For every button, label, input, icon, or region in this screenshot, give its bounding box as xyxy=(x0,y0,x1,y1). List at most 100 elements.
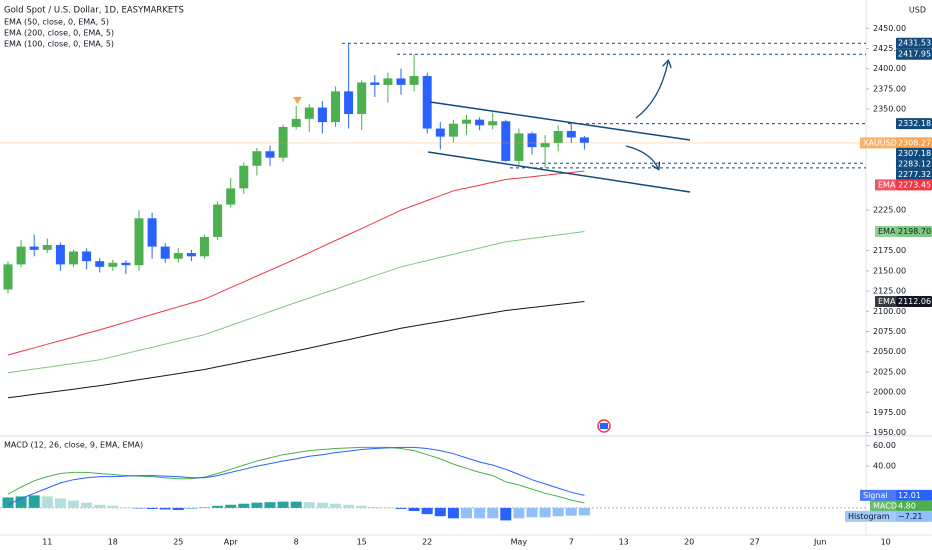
histogram-bar xyxy=(303,502,315,508)
candle-body xyxy=(331,91,340,123)
y-tick-label: 2100.00 xyxy=(873,307,906,316)
histogram-bar xyxy=(199,507,210,508)
y-tick-label: 60.00 xyxy=(873,441,896,450)
histogram-bar xyxy=(474,507,486,519)
channel-lower xyxy=(427,151,691,193)
candle-body xyxy=(69,251,78,265)
y-tick-label: 2000.00 xyxy=(873,388,906,397)
x-tick-label: 8 xyxy=(294,538,299,547)
y-tick-label: 2075.00 xyxy=(873,327,906,336)
x-tick-label: 25 xyxy=(173,538,183,547)
histogram-bar xyxy=(421,507,433,515)
histogram-bar xyxy=(94,504,106,508)
histogram-bar xyxy=(526,507,538,518)
price-tag-name-box xyxy=(875,179,896,191)
price-tag-name: XAUUSD xyxy=(863,138,897,147)
price-tag xyxy=(896,137,932,149)
histogram-bar xyxy=(2,497,14,508)
price-tag xyxy=(896,510,932,522)
candle-body xyxy=(213,204,223,237)
candle-body xyxy=(396,78,406,85)
x-tick-label: May xyxy=(511,538,528,547)
price-tag-value: 2307.18 xyxy=(898,149,931,158)
histogram-bar xyxy=(395,507,407,509)
price-tag-name-box xyxy=(845,510,896,522)
arrow-down xyxy=(625,145,658,168)
x-tick-label: 20 xyxy=(684,538,694,547)
price-tag-name: EMA xyxy=(878,297,896,306)
macd-pane xyxy=(0,446,866,521)
signal-marker xyxy=(293,97,302,104)
candle-body xyxy=(475,119,485,126)
histogram-bar xyxy=(369,506,381,508)
histogram-bar xyxy=(487,507,499,519)
candle-body xyxy=(566,130,576,138)
candle-body xyxy=(55,244,65,265)
price-tag-value: 12.01 xyxy=(898,491,921,500)
histogram-bar xyxy=(330,503,341,508)
price-tag-value: 2198.70 xyxy=(898,227,931,236)
price-tag-name-box xyxy=(875,296,896,308)
price-tag-name: Signal xyxy=(863,491,888,500)
y-tick-label: 2125.00 xyxy=(873,287,906,296)
histogram-bar xyxy=(159,507,171,510)
price-tag-name: Histogram xyxy=(848,512,890,521)
candle-body xyxy=(252,151,262,166)
histogram-bar xyxy=(54,498,66,508)
candle-body xyxy=(527,133,537,148)
x-tick-label: 10 xyxy=(881,538,891,547)
channel-upper xyxy=(429,101,691,141)
y-tick-label: 2150.00 xyxy=(873,266,906,275)
histogram-bar xyxy=(68,500,79,508)
y-tick-label: 2050.00 xyxy=(873,347,906,356)
candle-body xyxy=(95,261,105,267)
histogram-bar xyxy=(185,507,197,509)
y-tick-label: 2225.00 xyxy=(873,206,906,215)
candle-body xyxy=(448,123,458,137)
histogram-bar xyxy=(81,502,93,508)
candle-body xyxy=(16,246,26,265)
price-tag-value: 2277.32 xyxy=(898,170,931,179)
price-tag-name-box xyxy=(875,225,896,237)
histogram-bar xyxy=(238,503,250,508)
x-tick-label: 7 xyxy=(569,538,574,547)
price-tag xyxy=(896,489,932,501)
macd-line xyxy=(7,446,585,504)
candle-body xyxy=(357,82,367,115)
price-tag xyxy=(896,48,932,60)
candle-body xyxy=(370,82,380,85)
candle-body xyxy=(239,165,249,189)
candle-body xyxy=(134,218,144,266)
price-tag xyxy=(896,147,932,159)
currency: USD xyxy=(909,6,926,15)
y-tick-label: 2350.00 xyxy=(873,105,906,114)
histogram-bar xyxy=(408,507,420,512)
x-tick-label: 22 xyxy=(422,538,432,547)
candle-body xyxy=(278,126,288,158)
candle-body xyxy=(121,262,131,266)
x-tick-label: Jun xyxy=(813,538,827,547)
candle-body xyxy=(422,76,432,129)
price-tag-name: EMA xyxy=(878,180,896,189)
candle-body xyxy=(186,253,196,257)
histogram-bar xyxy=(15,496,27,508)
candle-body xyxy=(488,121,498,126)
histogram-bar xyxy=(172,507,184,510)
x-tick-label: Apr xyxy=(224,538,239,547)
histogram-bar xyxy=(225,504,237,508)
histogram-bar xyxy=(41,496,53,508)
candle-body xyxy=(462,119,471,124)
price-tag-value: 2431.53 xyxy=(898,39,931,48)
histogram-bar xyxy=(552,507,564,517)
y-tick-label: 2375.00 xyxy=(873,84,906,93)
candle-body xyxy=(160,246,170,259)
histogram-bar xyxy=(447,507,459,519)
chart-title: Gold Spot / U.S. Dollar, 1D, EASYMARKETS xyxy=(4,6,184,16)
ema-line xyxy=(7,170,585,356)
price-tag-value: 2417.95 xyxy=(898,50,931,59)
price-tag-name: EMA xyxy=(878,227,896,236)
candle-body xyxy=(304,107,314,119)
price-tag xyxy=(896,179,932,191)
y-tick-label: 1950.00 xyxy=(873,428,906,437)
